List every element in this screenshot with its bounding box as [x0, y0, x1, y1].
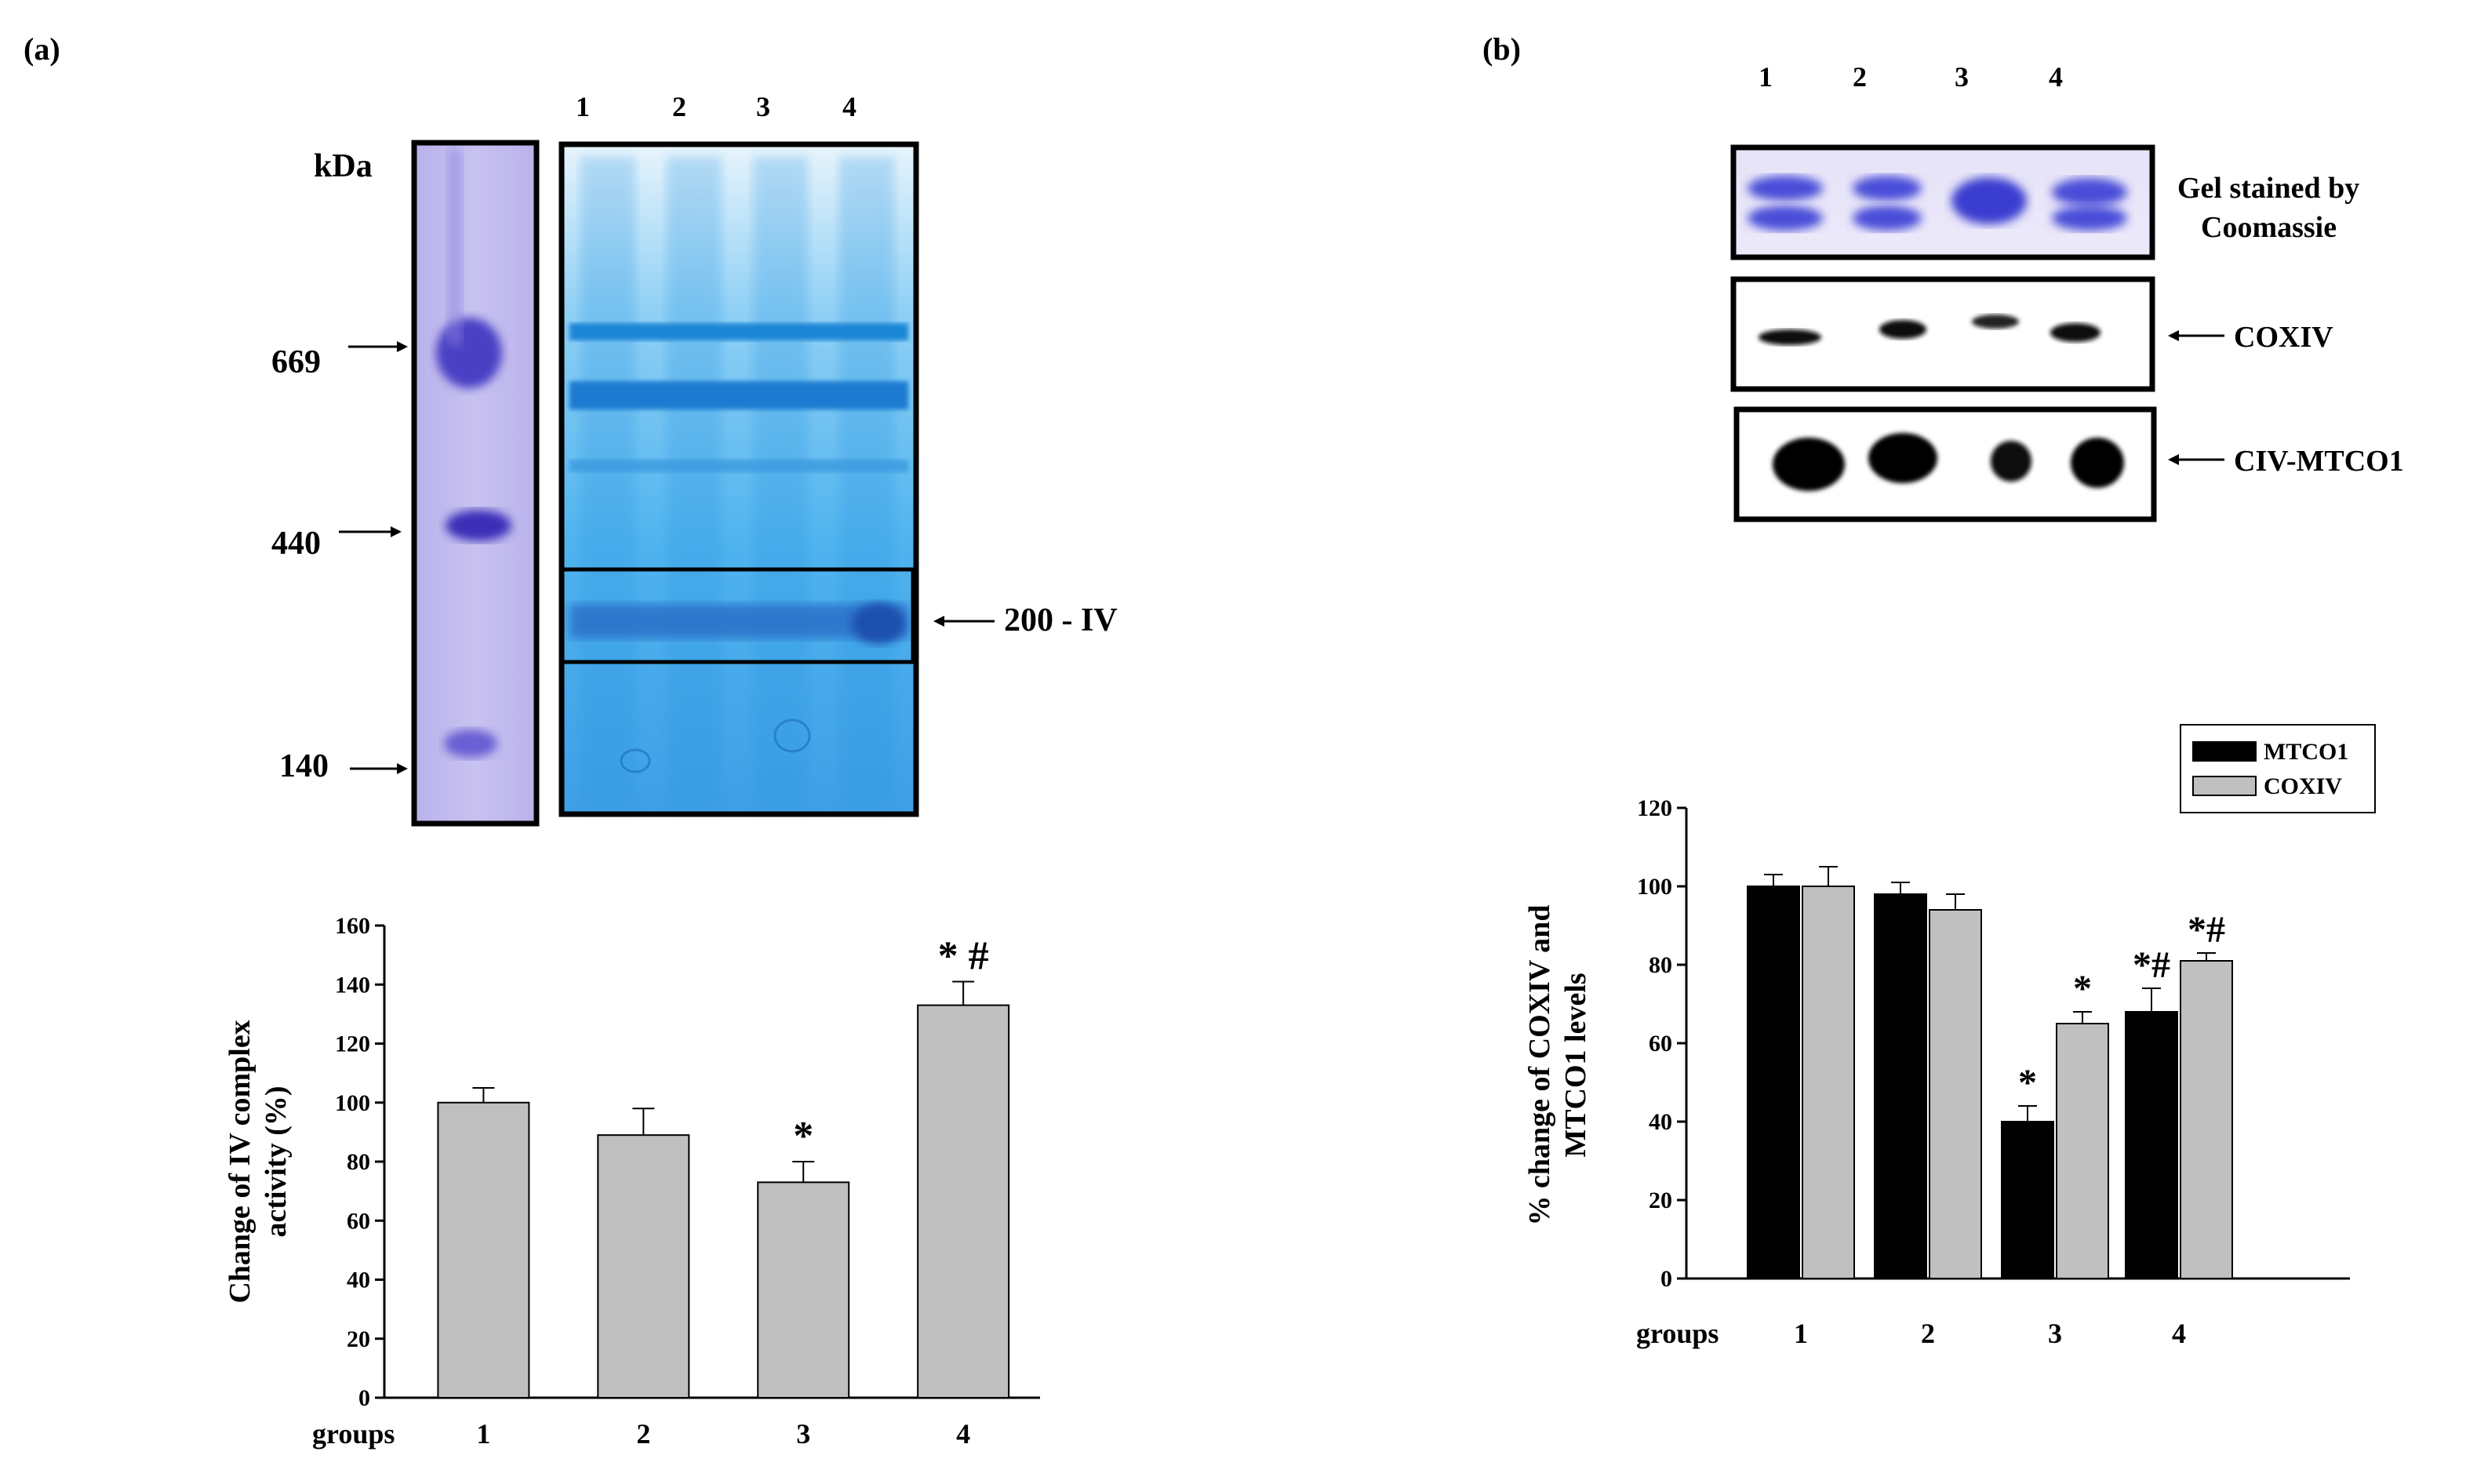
y-tick-label: 80	[1649, 952, 1672, 978]
marker-140: 140	[279, 748, 408, 784]
y-tick-label: 140	[335, 972, 370, 998]
mtco1-label: CIV-MTCO1	[2234, 445, 2404, 478]
bar-mtco1	[1874, 893, 1927, 1279]
legend-swatch-coxiv	[2192, 776, 2257, 796]
x-tick-label: 4	[956, 1418, 970, 1449]
y-tick-label: 80	[347, 1149, 370, 1175]
bar-coxiv	[2180, 960, 2233, 1279]
y-tick-label: 120	[1637, 795, 1672, 821]
blot-lane-label-4: 4	[2049, 61, 2063, 93]
marker-140-label: 140	[279, 748, 329, 784]
legend-box	[2180, 724, 2376, 813]
blot-lane-label-3: 3	[1955, 61, 1969, 93]
y-axis-label: % change of COXIV and MTCO1 levels	[1523, 905, 1592, 1226]
mtco1-arrow: CIV-MTCO1	[2168, 445, 2404, 478]
bar-mtco1	[2001, 1121, 2054, 1279]
y-tick-label: 0	[358, 1385, 370, 1411]
bar-coxiv	[2056, 1023, 2109, 1279]
lane-label-3: 3	[756, 91, 770, 122]
x-tick-label: 2	[636, 1418, 650, 1449]
bar	[757, 1181, 850, 1399]
x-tick-label: 3	[2048, 1318, 2062, 1349]
bar-mtco1	[1747, 886, 1800, 1279]
bar-coxiv	[1802, 886, 1855, 1279]
y-tick-label: 60	[347, 1208, 370, 1234]
coomassie-label-line1: Gel stained by	[2177, 172, 2359, 205]
marker-440-label: 440	[271, 526, 321, 562]
band-label: 200 - IV	[1004, 602, 1118, 638]
x-tick-label: 3	[796, 1418, 810, 1449]
legend-label-mtco1: MTCO1	[2264, 739, 2348, 765]
coxiv-blot	[1730, 276, 2155, 392]
blot-lane-label-2: 2	[1853, 61, 1867, 93]
lane-label-4: 4	[842, 91, 857, 122]
y-axis-label-line: % change of COXIV and	[1523, 905, 1556, 1226]
y-tick-label: 20	[347, 1326, 370, 1352]
sample-gel	[558, 141, 919, 817]
x-tick-label: 1	[476, 1418, 490, 1449]
y-tick-label: 0	[1660, 1266, 1672, 1292]
bar	[437, 1101, 530, 1399]
x-axis-label: groups	[312, 1418, 395, 1449]
marker-669-label: 669	[271, 344, 321, 380]
x-tick-label: 4	[2172, 1318, 2186, 1349]
blot-lane-labels: 1 2 3 4	[1759, 61, 2063, 93]
x-tick-label: 2	[1921, 1318, 1935, 1349]
gel-lane-labels: 1 2 3 4	[576, 91, 857, 122]
significance-marker: *	[793, 1114, 813, 1158]
y-axis-label: Change of IV complex activity (%)	[224, 1020, 293, 1303]
significance-marker: * #	[938, 933, 989, 978]
coomassie-blot	[1730, 144, 2155, 260]
y-axis-label-line: activity (%)	[260, 1086, 293, 1237]
legend-swatch-mtco1	[2192, 741, 2257, 762]
significance-marker: *#	[2133, 944, 2170, 986]
mtco1-blot	[1733, 406, 2157, 522]
y-tick-label: 100	[335, 1090, 370, 1116]
complex-iv-activity-chart: 0 20 40 60 80 100 120 140 160 Change of IV comple…	[224, 913, 1040, 1449]
y-tick-label: 120	[335, 1031, 370, 1057]
y-tick-label: 160	[335, 913, 370, 939]
y-tick-label: 100	[1637, 874, 1672, 900]
bar-coxiv	[1929, 909, 1982, 1279]
bar	[597, 1134, 690, 1399]
x-axis-label: groups	[1636, 1318, 1719, 1349]
coxiv-arrow: COXIV	[2168, 321, 2333, 354]
blot-lane-label-1: 1	[1759, 61, 1773, 93]
y-tick-label: 40	[347, 1268, 370, 1293]
marker-gel	[411, 140, 540, 827]
panel-b-label: (b)	[1482, 31, 1521, 67]
marker-669: 669	[271, 341, 408, 380]
bar	[917, 1004, 1010, 1399]
y-axis-label-line: MTCO1 levels	[1559, 973, 1592, 1157]
coomassie-label-line2: Coomassie	[2201, 211, 2337, 244]
panel-a-label: (a)	[24, 31, 60, 67]
significance-marker: *	[2018, 1062, 2037, 1104]
marker-440: 440	[271, 526, 402, 562]
bar-mtco1	[2125, 1011, 2178, 1279]
lane-label-1: 1	[576, 91, 590, 122]
x-tick-label: 1	[1794, 1318, 1808, 1349]
lane-label-2: 2	[672, 91, 686, 122]
significance-marker: *#	[2188, 909, 2225, 951]
legend: MTCO1 COXIV	[2180, 724, 2376, 813]
y-axis-label-line: Change of IV complex	[224, 1020, 256, 1303]
y-tick-label: 60	[1649, 1031, 1672, 1057]
y-tick-label: 40	[1649, 1109, 1672, 1135]
band-arrow: 200 - IV	[933, 602, 1118, 638]
significance-marker: *	[2073, 968, 2092, 1009]
legend-label-coxiv: COXIV	[2264, 773, 2342, 799]
coxiv-label: COXIV	[2234, 321, 2333, 354]
y-tick-label: 20	[1649, 1188, 1672, 1213]
kda-label: kDa	[314, 148, 373, 184]
